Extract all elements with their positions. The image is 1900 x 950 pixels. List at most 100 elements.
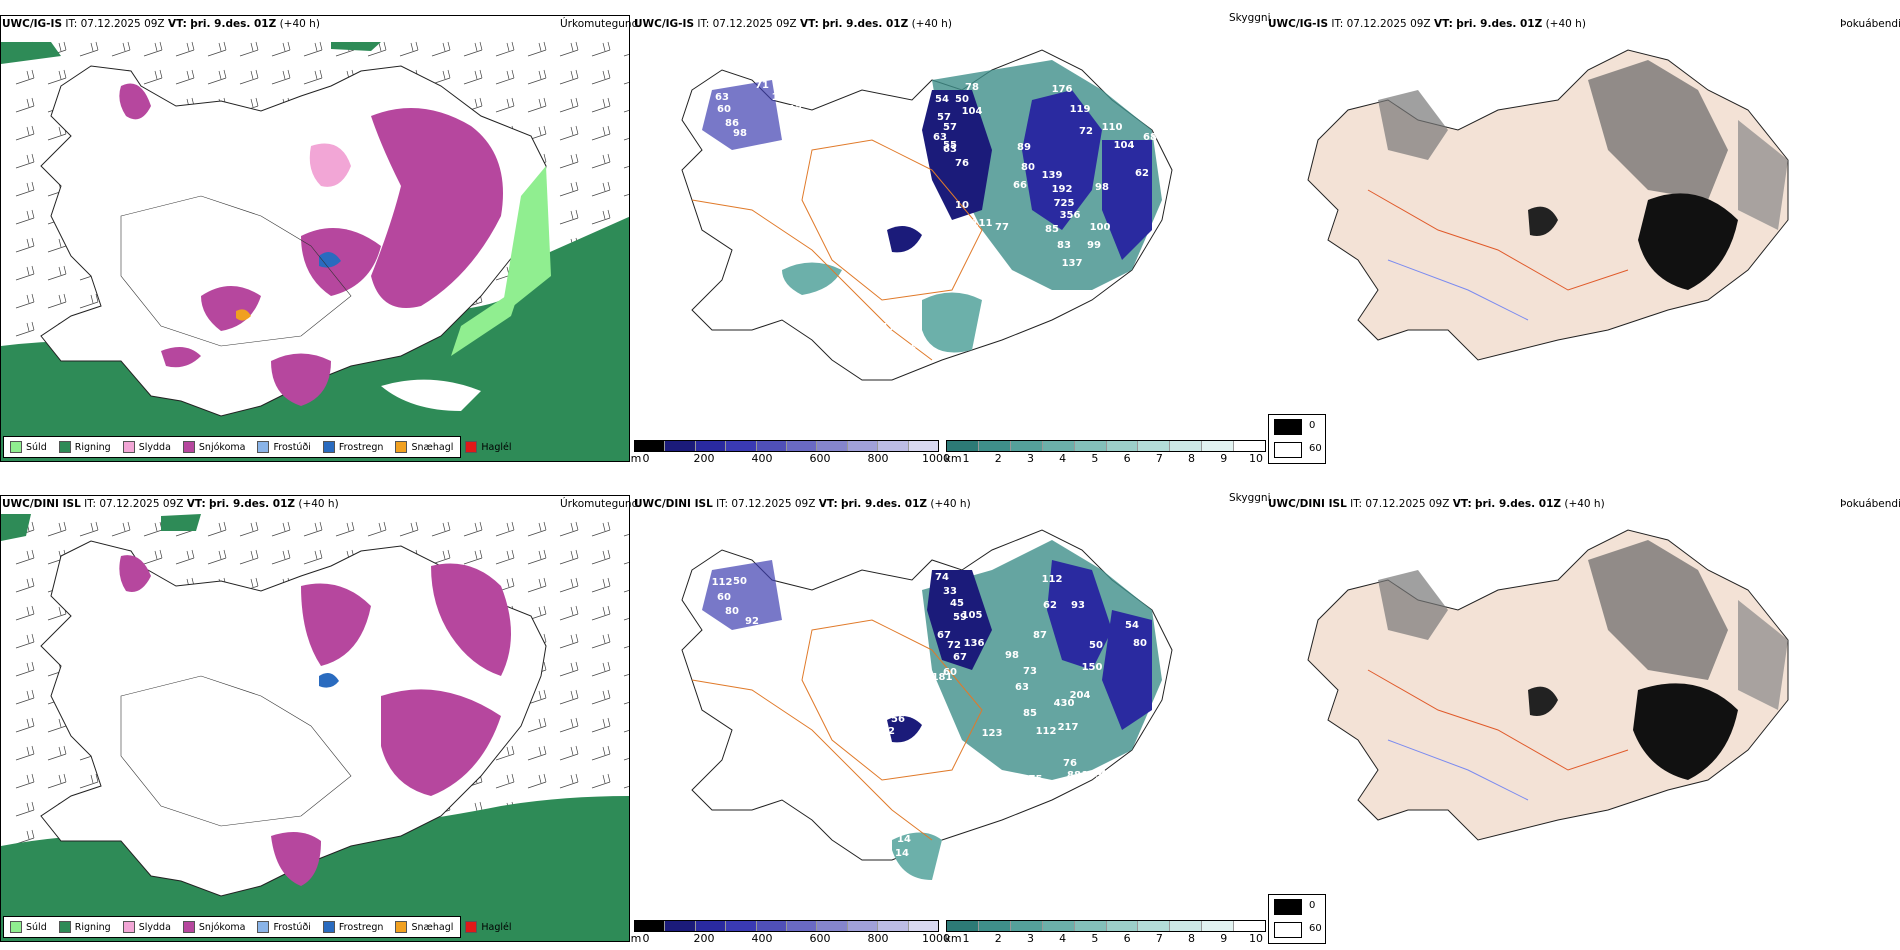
rain-area (1, 514, 31, 541)
wind-barb (623, 137, 629, 141)
wind-barb (495, 521, 515, 537)
colorbar-segment (978, 441, 1011, 451)
snow-area (381, 689, 501, 796)
fog-area (1528, 686, 1558, 716)
legend-swatch (122, 921, 135, 933)
wind-barb (271, 69, 291, 85)
cloud-base-label: 175 (1022, 774, 1043, 785)
low-cloud-area (702, 560, 782, 630)
cloud-labels: 6360869871100117545763637657557850104176… (715, 80, 1157, 351)
wind-barb (15, 773, 35, 789)
fog-area (1378, 570, 1448, 640)
cloud-base-label: 92 (745, 616, 759, 627)
colorbar-segment (787, 441, 818, 451)
wind-barb (79, 521, 99, 537)
wind-barb (591, 97, 611, 113)
wind-barb (175, 69, 195, 85)
colorbar-segment (1170, 921, 1203, 931)
colorbar-segment (817, 441, 848, 451)
wind-barb (431, 69, 451, 85)
cloud-base-label: 56 (891, 714, 905, 725)
precip-map (1, 514, 629, 941)
fog-key-label: 60 (1309, 923, 1322, 934)
legend-swatch (257, 441, 270, 453)
panel-header: UWC/IG-IS IT: 07.12.2025 09Z VT: þri. 9.… (1268, 18, 1586, 30)
drizzle-area (451, 286, 521, 356)
wind-barb (47, 745, 67, 761)
cloud-base-label: 77 (995, 222, 1009, 233)
cloud-base-label: 62 (1135, 168, 1149, 179)
fog-area (1588, 60, 1728, 200)
legend-label: Snjókoma (198, 441, 246, 453)
vt-label: VT: (1433, 18, 1453, 30)
legend-label: Rigning (74, 921, 111, 933)
wind-barb (559, 745, 579, 761)
colorbar-segment (947, 921, 979, 931)
visibility-tick: 7 (1155, 452, 1163, 465)
cloud-base-label: 119 (1070, 104, 1091, 115)
cloud-base-label: 62 (1043, 600, 1057, 611)
cloud-base-label: 78 (965, 82, 979, 93)
colorbar-segment (1074, 441, 1107, 451)
panel-title: Þokuábendi (1840, 498, 1900, 510)
cloud-base-label: 50 (733, 576, 747, 587)
legend-swatch (10, 441, 22, 453)
snow-area (371, 108, 503, 308)
legend-label: Slydda (138, 921, 171, 933)
cloud-base-label: 45 (950, 598, 964, 609)
top-row: UWC/IG-IS IT: 07.12.2025 09Z VT: þri. 9.… (0, 0, 1900, 470)
cloud-base-label: 57 (937, 112, 951, 123)
colorbar-segment (1234, 441, 1266, 451)
it-label: IT: (84, 498, 97, 510)
wind-barb (175, 41, 195, 57)
colorbar-segment (1042, 921, 1075, 931)
height-tick: 600 (809, 932, 831, 945)
legend-item: Snjókoma (182, 441, 246, 453)
no-precip-patch (381, 379, 481, 411)
fog-key-swatch-0 (1274, 899, 1302, 915)
panel-header: UWC/DINI ISL IT: 07.12.2025 09Z VT: þri.… (634, 498, 971, 510)
model-name: UWC/DINI ISL (2, 498, 81, 510)
visibility-tick: 5 (1091, 932, 1099, 945)
wind-barb (79, 293, 99, 309)
cloud-base-label: 103 (1082, 770, 1103, 781)
wind-barb (623, 193, 629, 197)
colorbar-segment (756, 921, 788, 931)
cloud-base-label: 75 (1019, 308, 1033, 319)
wind-barb (527, 689, 547, 705)
legend-label: Snæhagl (411, 921, 454, 933)
wind-barb (303, 521, 323, 537)
cloud-base-label: 123 (982, 728, 1003, 739)
cloud-base-label: 88 (1067, 770, 1081, 781)
cloud-base-label: 108 (794, 590, 815, 601)
height-tick: 0 (642, 932, 650, 945)
colorbar-segment (726, 441, 757, 451)
cloud-base-label: 63 (1015, 682, 1029, 693)
wind-barb (399, 521, 419, 537)
freezing-rain-area (319, 672, 339, 688)
wind-barb (591, 153, 611, 169)
wind-barb (527, 69, 547, 85)
legend-item: Snjókoma (182, 921, 245, 933)
wind-barb (367, 41, 387, 57)
cloud-base-label: 14 (897, 834, 911, 845)
cloud-base-label: 112 (1042, 574, 1063, 585)
wind-barb (431, 549, 451, 565)
legend-item: Slydda (122, 441, 171, 453)
wind-barb (15, 125, 35, 141)
wind-barb (591, 745, 611, 761)
snow-area (161, 347, 201, 368)
it-value: 07.12.2025 09Z (1365, 498, 1450, 510)
height-tick: 400 (751, 452, 773, 465)
legend-item: Frostregn (322, 441, 383, 453)
legend-item: Frostúði (257, 921, 311, 933)
colorbar-segment (1202, 921, 1235, 931)
height-tick: 800 (867, 452, 889, 465)
visibility-area (922, 292, 982, 353)
visibility-tick: 2 (994, 452, 1002, 465)
cloud-base-label: 170 (882, 322, 903, 333)
panel-header: UWC/DINI ISL IT: 07.12.2025 09Z VT: þri.… (2, 498, 339, 510)
wind-barb (15, 577, 35, 593)
wind-barb (623, 673, 629, 677)
colorbar-segment (726, 921, 757, 931)
